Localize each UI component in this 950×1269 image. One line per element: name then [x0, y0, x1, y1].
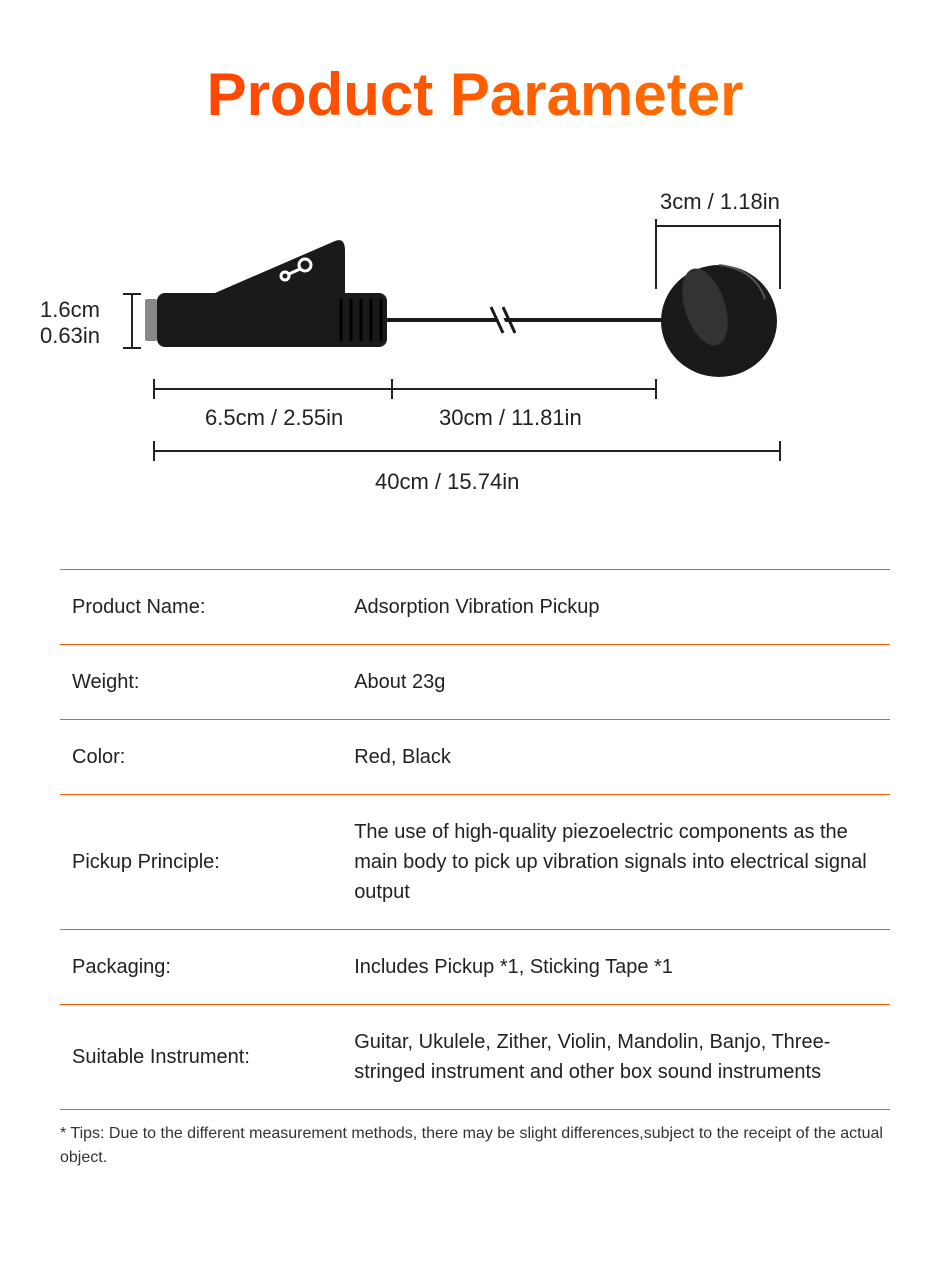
dimension-diagram: 3cm / 1.18in 1.6cm 0.63in [95, 189, 855, 509]
table-row: Pickup Principle:The use of high-quality… [60, 795, 890, 930]
dim-label-total: 40cm / 15.74in [375, 469, 519, 495]
table-row: Weight:About 23g [60, 645, 890, 720]
spec-value: Includes Pickup *1, Sticking Tape *1 [342, 930, 890, 1005]
page-title: Product Parameter [60, 60, 890, 129]
spec-key: Weight: [60, 645, 342, 720]
spec-value: Guitar, Ukulele, Zither, Violin, Mandoli… [342, 1005, 890, 1110]
dim-label-height-in: 0.63in [40, 323, 100, 349]
dim-label-seg1: 6.5cm / 2.55in [205, 405, 343, 431]
dim-label-seg2: 30cm / 11.81in [439, 405, 582, 431]
table-row: Packaging:Includes Pickup *1, Sticking T… [60, 930, 890, 1005]
dim-label-height-cm: 1.6cm [40, 297, 100, 323]
spec-value: The use of high-quality piezoelectric co… [342, 795, 890, 930]
product-illustration [95, 189, 855, 509]
spec-table: Product Name:Adsorption Vibration Pickup… [60, 569, 890, 1110]
spec-value: Red, Black [342, 720, 890, 795]
table-row: Suitable Instrument:Guitar, Ukulele, Zit… [60, 1005, 890, 1110]
table-row: Color:Red, Black [60, 720, 890, 795]
spec-value: Adsorption Vibration Pickup [342, 570, 890, 645]
spec-key: Pickup Principle: [60, 795, 342, 930]
table-row: Product Name:Adsorption Vibration Pickup [60, 570, 890, 645]
spec-value: About 23g [342, 645, 890, 720]
spec-key: Color: [60, 720, 342, 795]
tips-text: * Tips: Due to the different measurement… [60, 1122, 890, 1170]
spec-key: Packaging: [60, 930, 342, 1005]
spec-key: Suitable Instrument: [60, 1005, 342, 1110]
spec-key: Product Name: [60, 570, 342, 645]
